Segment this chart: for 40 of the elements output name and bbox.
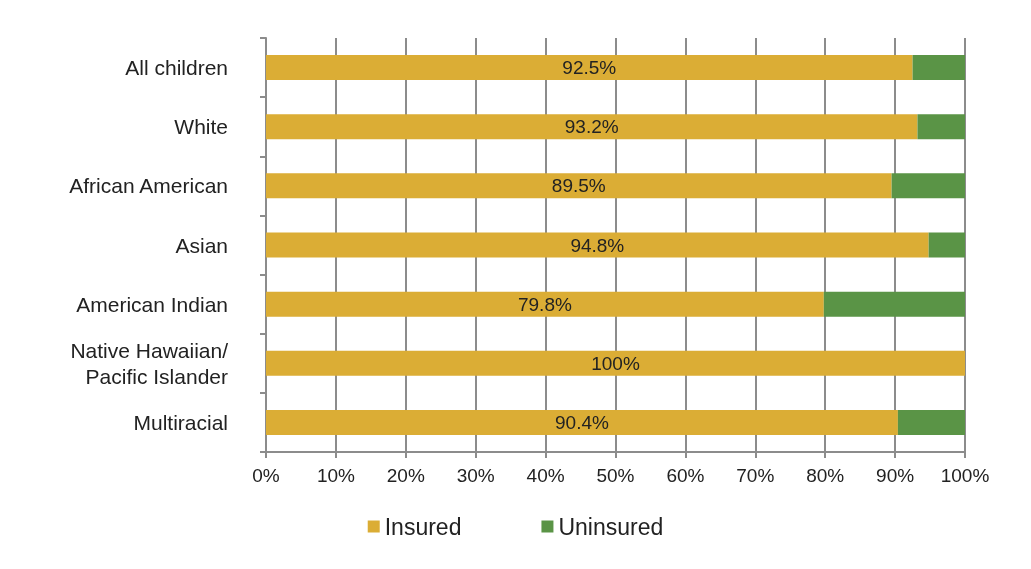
data-label: 90.4% (555, 411, 609, 433)
x-tick-label: 60% (666, 465, 705, 486)
y-tick-label: All children (125, 56, 228, 80)
legend-label: Uninsured (558, 513, 664, 540)
data-label: 93.2% (564, 116, 619, 138)
bar (266, 173, 892, 199)
x-tick-label: 90% (876, 465, 915, 486)
y-tick-label: Native Hawaiian/ Pacific Islander (70, 338, 229, 388)
bar (266, 350, 965, 376)
x-tick-label: 80% (806, 465, 845, 486)
bar (928, 232, 965, 258)
x-tick-label: 10% (316, 465, 356, 486)
bar (917, 114, 965, 140)
data-label: 94.8% (570, 234, 625, 256)
y-tick-label: Multiracial (133, 410, 228, 434)
x-tick-label: 0% (252, 465, 280, 486)
bar (266, 232, 929, 258)
bar (823, 291, 965, 317)
bar (266, 409, 898, 435)
x-tick-label: 20% (386, 465, 425, 486)
bar (897, 409, 965, 435)
x-tick-label: 40% (526, 465, 565, 486)
data-label: 79.8% (517, 293, 572, 315)
x-tick-label: 30% (456, 465, 495, 486)
bar (266, 55, 913, 81)
x-tick-label: 70% (736, 465, 775, 486)
bar (912, 55, 965, 81)
data-label: 89.5% (551, 175, 606, 197)
y-tick-label: White (174, 115, 228, 139)
data-label: 92.5% (562, 57, 617, 79)
y-tick-label: African American (69, 174, 228, 198)
legend-label: Insured (384, 513, 462, 540)
y-tick-label: Asian (175, 233, 228, 257)
bar (891, 173, 965, 199)
data-label: 100% (591, 352, 640, 374)
bar (266, 291, 824, 317)
bar (266, 114, 918, 140)
x-tick-label: 100% (940, 465, 990, 486)
x-tick-label: 50% (596, 465, 635, 486)
y-tick-label: American Indian (76, 292, 228, 316)
